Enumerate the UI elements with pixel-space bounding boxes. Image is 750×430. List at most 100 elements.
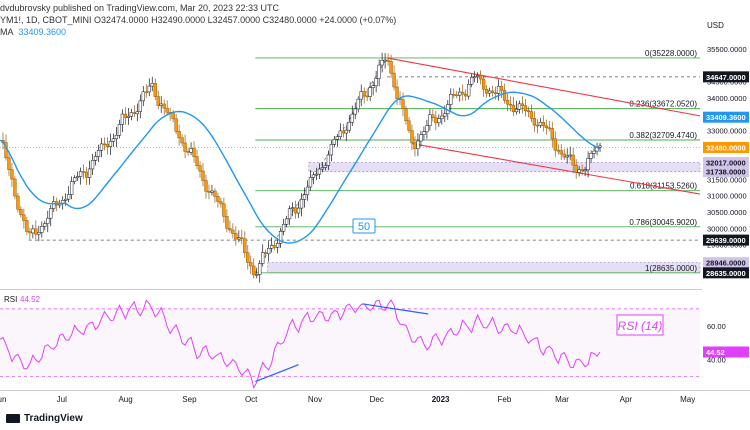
candle-body <box>496 86 501 94</box>
candle-body <box>222 203 226 217</box>
candle-body <box>350 113 354 123</box>
candle-body <box>234 233 238 240</box>
candle-body <box>90 160 95 170</box>
candle-body <box>514 108 519 113</box>
time-axis-label: Oct <box>245 395 258 404</box>
candle-body <box>508 103 513 106</box>
rsi-legend-value: 44.52 <box>20 295 41 304</box>
rsi-legend-label: RSI <box>4 295 17 304</box>
price-tag-bg <box>703 141 749 153</box>
candle-body <box>299 199 304 209</box>
candle-body <box>240 237 244 239</box>
candle-body <box>105 143 110 147</box>
candle-body <box>69 181 74 195</box>
candle-body <box>434 117 438 124</box>
candle-body <box>365 95 369 98</box>
candle-body <box>535 124 540 127</box>
candle-body <box>484 88 489 94</box>
candle-body <box>559 150 563 155</box>
price-axis-tick: 30500.0000 <box>707 208 747 217</box>
candle-body <box>431 114 435 118</box>
time-axis-label: Nov <box>308 395 322 404</box>
rsi-axis-tick: 60.00 <box>707 322 726 331</box>
candle-body <box>16 195 20 210</box>
candle-body <box>511 104 516 113</box>
candle-body <box>499 86 504 91</box>
candle-body <box>574 164 578 173</box>
candle-body <box>580 169 584 171</box>
candle-body <box>526 110 531 112</box>
candle-body <box>28 231 32 234</box>
candle-body <box>207 191 211 193</box>
candle-body <box>332 139 337 145</box>
candle-body <box>96 150 101 157</box>
candle-body <box>186 151 190 153</box>
price-tag-label: 32017.0000 <box>706 159 746 168</box>
candle-body <box>547 127 551 129</box>
candle-body <box>225 216 229 229</box>
candle-body <box>46 217 50 224</box>
candle-body <box>377 64 381 79</box>
candle-body <box>120 113 125 125</box>
candle-body <box>517 103 522 110</box>
fib-level-label: 0.786(30045.9020) <box>629 218 697 227</box>
candle-body <box>117 124 122 136</box>
rsi-line <box>0 299 601 390</box>
candle-body <box>37 232 41 235</box>
candle-body <box>556 149 560 152</box>
candle-body <box>320 167 325 170</box>
candle-body <box>347 121 351 131</box>
channel-lower-line <box>411 143 701 195</box>
candle-body <box>165 107 169 113</box>
candle-body <box>183 142 187 152</box>
candle-body <box>401 99 405 109</box>
currency-label: USD <box>707 21 724 30</box>
candle-body <box>204 180 208 192</box>
candle-body <box>25 220 29 232</box>
price-tag-bg <box>703 157 749 169</box>
time-axis-label: Dec <box>370 395 384 404</box>
candle-body <box>216 196 220 202</box>
candle-body <box>81 171 86 173</box>
candle-body <box>437 118 441 124</box>
candle-body <box>111 138 116 142</box>
support-zone <box>308 162 701 172</box>
candle-body <box>490 90 495 93</box>
candle-body <box>129 112 134 117</box>
price-axis-bg <box>702 0 750 390</box>
candle-body <box>344 129 348 134</box>
candle-body <box>440 115 444 119</box>
candle-body <box>246 252 250 263</box>
candle-body <box>195 156 199 166</box>
price-axis-tick: 31000.0000 <box>707 192 747 201</box>
rsi-value-tag: 44.52 <box>706 348 725 357</box>
candle-body <box>31 228 35 234</box>
candle-body <box>419 134 423 142</box>
candle-body <box>374 78 378 87</box>
ma-legend-label: MA <box>0 27 14 37</box>
rsi-band-fill <box>0 308 700 377</box>
candle-body <box>7 157 11 170</box>
candle-body <box>502 90 507 101</box>
candle-body <box>287 208 292 220</box>
candle-body <box>583 169 587 172</box>
candle-body <box>520 103 525 106</box>
candle-body <box>553 138 557 151</box>
candle-body <box>261 252 265 264</box>
candle-body <box>156 96 160 106</box>
candle-body <box>389 61 393 74</box>
candle-body <box>452 94 456 96</box>
price-tag-label: 29639.0000 <box>706 236 746 245</box>
candle-body <box>219 201 223 205</box>
candlestick-series <box>1 52 602 283</box>
candle-body <box>311 174 316 178</box>
candle-body <box>40 226 44 233</box>
candle-body <box>529 111 534 119</box>
candle-body <box>252 265 256 276</box>
candle-body <box>532 118 537 126</box>
candle-body <box>64 198 68 201</box>
candle-body <box>302 194 307 200</box>
candle-body <box>75 176 80 179</box>
candle-body <box>174 118 178 132</box>
